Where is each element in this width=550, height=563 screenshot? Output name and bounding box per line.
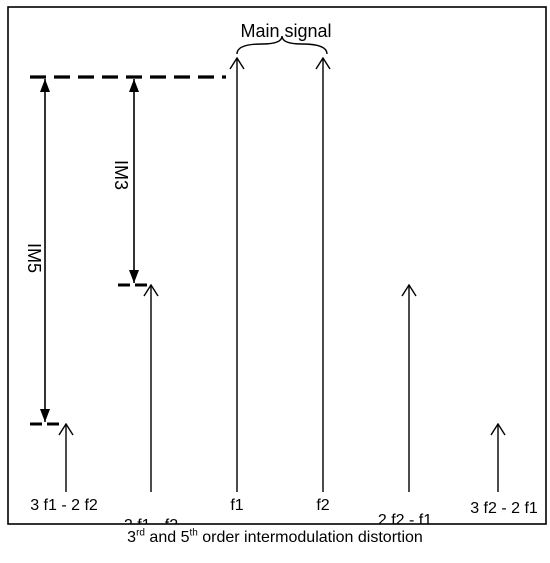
tone-label-4: f2 [316,497,329,514]
caption-rest: order intermodulation distortion [197,529,423,546]
tone-label-1: 3 f1 - 2 f2 [30,497,98,514]
main-signal-brace [236,35,328,55]
tone-group: 3 f1 - 2 f2 2 f1 - f2 f1 f2 2 f2 - f1 3 f2 - … [30,58,538,534]
caption-mid: and 5 [144,529,190,546]
tone-label-3: f1 [230,497,243,514]
tone-label-5: 2 f2 - f1 [378,512,432,529]
im3-label: IM3 [111,160,131,190]
caption-number-3: 3 [127,529,137,546]
main-signal-label: Main signal [240,21,331,41]
diagram-frame [7,6,547,525]
figure-caption: 3rd and 5th order intermodulation distor… [0,528,550,548]
tone-label-2: 2 f1 - f2 [124,517,178,534]
caption-sup-rd: rd [136,527,145,539]
tone-label-6: 3 f2 - 2 f1 [470,500,538,517]
im5-label: IM5 [24,243,44,273]
caption-sup-th: th [189,527,198,539]
